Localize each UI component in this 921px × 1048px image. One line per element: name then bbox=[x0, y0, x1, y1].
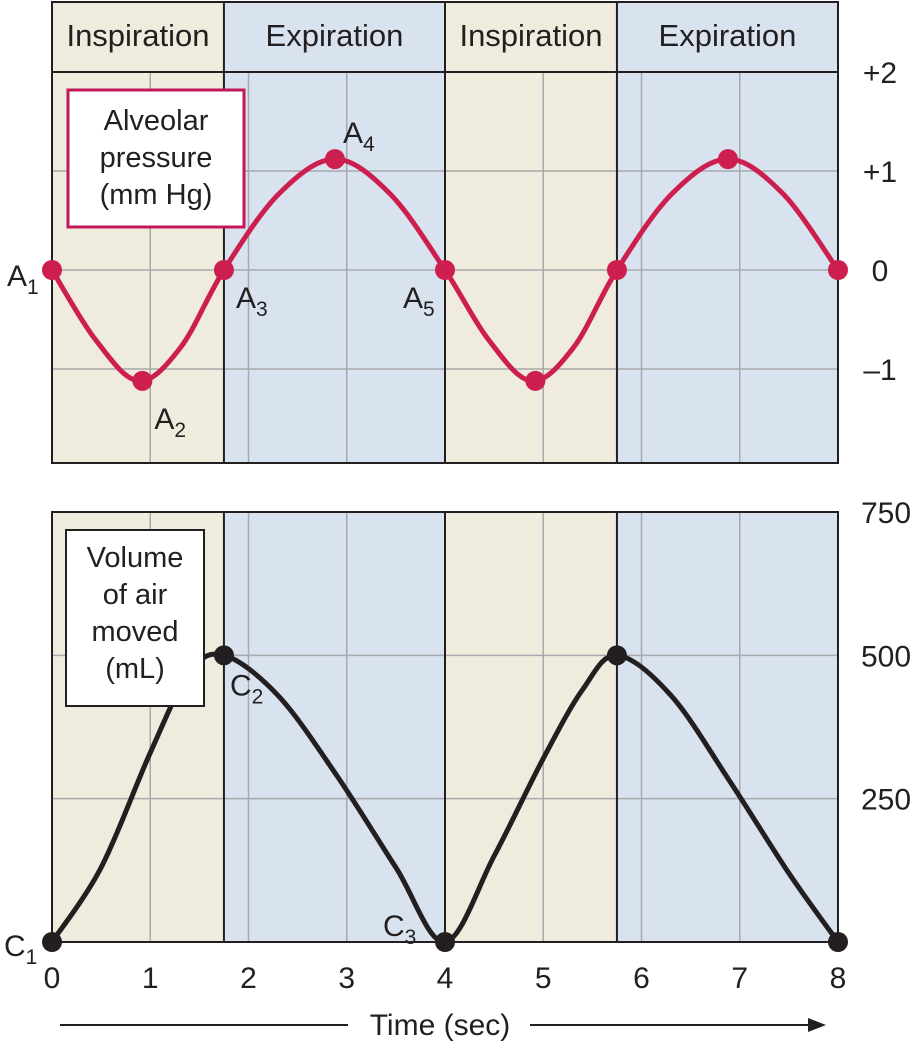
x-tick-label-0: 0 bbox=[44, 962, 61, 995]
time-arrow-head bbox=[808, 1018, 826, 1032]
volume-marker-5 bbox=[828, 932, 848, 952]
pressure-y-tick-label: +2 bbox=[863, 57, 897, 90]
volume-markers bbox=[42, 645, 848, 952]
volume-title-line-4: (mL) bbox=[105, 653, 165, 685]
phase-bg-top-2 bbox=[223, 2, 445, 463]
volume-panel: 750 500 250 0 1 2 3 4 5 6 7 8 C1 C2 C3 Volume of air… bbox=[4, 497, 911, 1042]
pressure-title-line-1: Alveolar bbox=[104, 105, 209, 137]
phase-label-4: Expiration bbox=[659, 18, 797, 53]
volume-point-label-2: C2 bbox=[230, 669, 263, 708]
volume-y-tick-label: 500 bbox=[861, 640, 911, 673]
pressure-panel: Inspiration Expiration Inspiration Expirati… bbox=[7, 1, 897, 464]
x-tick-label-8: 8 bbox=[830, 962, 847, 995]
pressure-y-tick-label: +1 bbox=[863, 156, 897, 189]
volume-x-ticks: 0 1 2 3 4 5 6 7 8 bbox=[44, 962, 847, 995]
phase-bg-bottom-3 bbox=[445, 512, 617, 942]
pressure-point-label-2: A2 bbox=[154, 403, 186, 442]
pressure-point-label-4: A4 bbox=[343, 117, 375, 156]
phase-label-2: Expiration bbox=[266, 18, 404, 53]
pressure-title-line-2: pressure bbox=[100, 142, 213, 174]
pressure-plot-frame bbox=[51, 1, 839, 464]
x-tick-label-4: 4 bbox=[437, 962, 454, 995]
pressure-point-labels: A1 A2 A3 A4 A5 bbox=[7, 117, 435, 442]
x-tick-label-1: 1 bbox=[142, 962, 159, 995]
pressure-markers bbox=[42, 149, 848, 391]
x-tick-label-2: 2 bbox=[240, 962, 257, 995]
volume-title-line-3: moved bbox=[91, 616, 178, 648]
pressure-marker-5 bbox=[435, 260, 455, 280]
phase-dividers-bottom bbox=[222, 512, 618, 942]
volume-title-line-2: of air bbox=[103, 579, 168, 611]
volume-title-box: Volume of air moved (mL) bbox=[65, 529, 205, 707]
x-tick-label-5: 5 bbox=[535, 962, 552, 995]
pressure-marker-3 bbox=[213, 260, 234, 280]
pressure-point-label-1: A1 bbox=[7, 260, 39, 299]
phase-label-1: Inspiration bbox=[66, 18, 209, 53]
volume-marker-3 bbox=[435, 932, 455, 952]
pressure-point-label-3: A3 bbox=[236, 282, 268, 321]
phase-dividers-top bbox=[222, 2, 618, 463]
phase-bg-bottom-2 bbox=[223, 512, 445, 942]
phase-bg-top-4 bbox=[616, 2, 838, 463]
volume-marker-2 bbox=[213, 645, 234, 666]
phase-backgrounds-top bbox=[52, 2, 838, 463]
pressure-marker-9 bbox=[828, 260, 848, 280]
volume-point-label-3: C3 bbox=[383, 910, 416, 949]
pressure-marker-2 bbox=[132, 370, 153, 391]
time-axis-label: Time (sec) bbox=[370, 1009, 511, 1042]
pressure-y-tick-label: 0 bbox=[872, 255, 889, 288]
volume-point-labels: C1 C2 C3 bbox=[4, 669, 416, 969]
phase-header: Inspiration Expiration Inspiration Expirati… bbox=[66, 18, 796, 53]
pressure-marker-7 bbox=[606, 260, 627, 280]
pressure-marker-4 bbox=[324, 149, 345, 170]
volume-marker-1 bbox=[42, 932, 62, 952]
x-tick-label-3: 3 bbox=[338, 962, 355, 995]
volume-y-tick-label: 750 bbox=[861, 497, 911, 530]
pressure-y-ticks: +2 +1 0 –1 bbox=[863, 57, 897, 387]
pressure-title-box: Alveolar pressure (mm Hg) bbox=[66, 88, 246, 229]
volume-y-ticks: 750 500 250 bbox=[861, 497, 911, 817]
volume-marker-4 bbox=[606, 645, 627, 666]
x-tick-label-6: 6 bbox=[633, 962, 650, 995]
volume-title-line-1: Volume bbox=[87, 542, 184, 574]
pressure-title-line-3: (mm Hg) bbox=[100, 179, 213, 211]
pressure-marker-1 bbox=[42, 260, 62, 280]
volume-y-tick-label: 250 bbox=[861, 784, 911, 817]
time-axis: Time (sec) bbox=[60, 1009, 826, 1042]
pressure-point-label-5: A5 bbox=[403, 282, 435, 321]
pressure-marker-8 bbox=[717, 149, 738, 170]
pressure-y-tick-label: –1 bbox=[863, 354, 896, 387]
phase-label-3: Inspiration bbox=[459, 18, 602, 53]
volume-point-label-1: C1 bbox=[4, 930, 37, 969]
x-tick-label-7: 7 bbox=[731, 962, 748, 995]
pressure-marker-6 bbox=[525, 370, 546, 391]
phase-bg-bottom-4 bbox=[616, 512, 838, 942]
